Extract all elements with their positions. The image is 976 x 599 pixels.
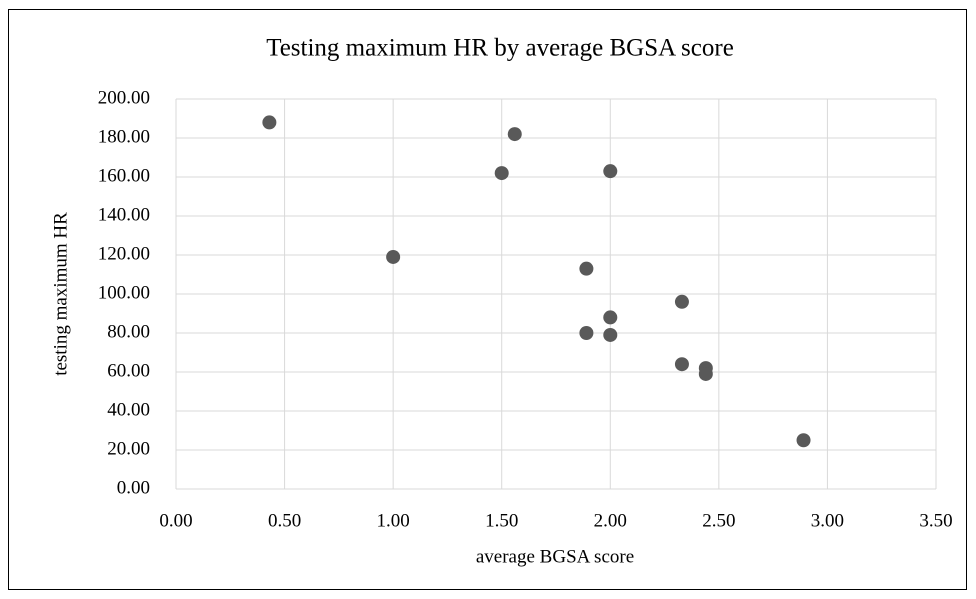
y-axis-label: testing maximum HR bbox=[50, 212, 71, 376]
y-tick-label: 180.00 bbox=[98, 126, 150, 147]
data-point bbox=[494, 166, 509, 181]
data-point bbox=[507, 127, 522, 142]
y-tick-label: 200.00 bbox=[98, 87, 150, 108]
data-point bbox=[698, 366, 713, 381]
x-tick-label: 1.00 bbox=[377, 510, 410, 531]
x-tick-label: 3.50 bbox=[919, 510, 952, 531]
x-tick-label: 0.50 bbox=[268, 510, 301, 531]
y-tick-label: 140.00 bbox=[98, 204, 150, 225]
data-point bbox=[674, 294, 689, 309]
data-point bbox=[603, 310, 618, 325]
y-tick-label: 80.00 bbox=[107, 321, 150, 342]
data-point bbox=[674, 357, 689, 372]
data-point bbox=[603, 164, 618, 179]
x-tick-label: 0.00 bbox=[159, 510, 192, 531]
data-point bbox=[603, 327, 618, 342]
y-tick-label: 40.00 bbox=[107, 399, 150, 420]
data-point bbox=[796, 433, 811, 448]
x-tick-label: 1.50 bbox=[485, 510, 518, 531]
y-tick-label: 60.00 bbox=[107, 360, 150, 381]
y-tick-label: 160.00 bbox=[98, 165, 150, 186]
data-point bbox=[386, 249, 401, 264]
chart-border bbox=[8, 9, 967, 590]
y-tick-label: 100.00 bbox=[98, 282, 150, 303]
y-tick-label: 20.00 bbox=[107, 438, 150, 459]
x-tick-label: 2.00 bbox=[594, 510, 627, 531]
data-point bbox=[579, 326, 594, 340]
chart-title: Testing maximum HR by average BGSA score bbox=[266, 35, 734, 62]
x-tick-label: 2.50 bbox=[702, 510, 735, 531]
y-tick-label: 0.00 bbox=[117, 477, 150, 498]
data-point bbox=[262, 115, 277, 130]
x-axis-label: average BGSA score bbox=[476, 546, 634, 567]
y-tick-label: 120.00 bbox=[98, 243, 150, 264]
data-point bbox=[579, 261, 594, 276]
x-tick-label: 3.00 bbox=[811, 510, 844, 531]
